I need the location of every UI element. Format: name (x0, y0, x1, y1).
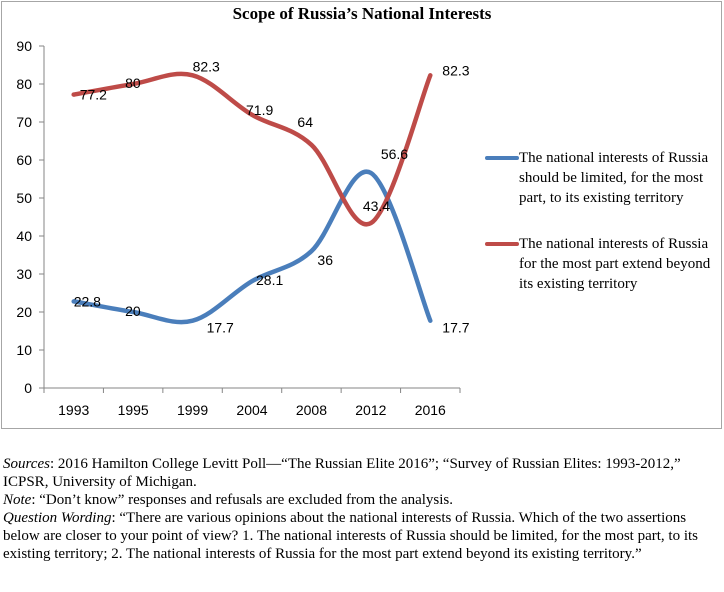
legend-label-extend: The national interests of Russia for the… (519, 236, 711, 292)
y-tick-label: 40 (16, 228, 32, 244)
x-tick-label: 1995 (118, 402, 149, 418)
legend-swatch-limited (485, 156, 519, 160)
chart-frame (1, 1, 722, 429)
data-label-extend: 82.3 (442, 62, 469, 78)
chart-title: Scope of Russia’s National Interests (232, 4, 492, 23)
question-text: : “There are various opinions about the … (3, 510, 699, 562)
sources-note: Sources: 2016 Hamilton College Levitt Po… (3, 455, 719, 491)
axes: 0 10 20 30 40 50 60 70 80 90 1993 1995 1999 2004 2008 2… (16, 38, 461, 418)
note-text: : “Don’t know” responses and refusals ar… (31, 492, 454, 508)
y-tick-label: 70 (16, 114, 32, 130)
analysis-note: Note: “Don’t know” responses and refusal… (3, 491, 719, 509)
series-line-limited (71, 169, 433, 325)
y-tick-label: 80 (16, 76, 32, 92)
x-tick-label: 2008 (296, 402, 327, 418)
series-lines (71, 71, 433, 325)
notes-block: Sources: 2016 Hamilton College Levitt Po… (3, 455, 719, 563)
x-tick-label: 2004 (236, 402, 267, 418)
y-tick-label: 90 (16, 38, 32, 54)
question-wording: Question Wording: “There are various opi… (3, 509, 719, 563)
series-line-extend (71, 71, 433, 227)
x-tick-label: 1993 (58, 402, 89, 418)
x-tick-label: 1999 (177, 402, 208, 418)
data-label-extend: 64 (297, 114, 313, 130)
note-label: Note (3, 492, 32, 508)
y-tick-label: 20 (16, 304, 32, 320)
data-label-limited: 20 (125, 303, 141, 319)
x-tick-label: 2012 (355, 402, 386, 418)
y-tick-label: 10 (16, 342, 32, 358)
data-label-extend: 77.2 (80, 87, 107, 103)
line-chart: 0 10 20 30 40 50 60 70 80 90 1993 1995 1999 2004 2008 2… (16, 38, 470, 418)
x-tick-label: 2016 (415, 402, 446, 418)
data-label-extend: 43.4 (363, 198, 390, 214)
y-tick-label: 0 (24, 380, 32, 396)
sources-text: : 2016 Hamilton College Levitt Poll—“The… (3, 456, 681, 490)
data-label-extend: 80 (125, 75, 141, 91)
data-label-limited: 17.7 (207, 320, 234, 336)
y-tick-label: 50 (16, 190, 32, 206)
data-label-limited: 36 (317, 252, 333, 268)
legend-swatch-extend (485, 242, 519, 246)
sources-label: Sources (3, 456, 50, 472)
data-label-limited: 22.8 (74, 293, 101, 309)
legend-label-limited: The national interests of Russia should … (519, 150, 709, 206)
question-label: Question Wording (3, 510, 112, 526)
data-label-limited: 17.7 (442, 320, 469, 336)
data-label-limited: 56.6 (381, 146, 408, 162)
y-tick-label: 60 (16, 152, 32, 168)
data-label-extend: 82.3 (193, 58, 220, 74)
data-labels: 22.8 20 17.7 28.1 36 56.6 17.7 77.2 80 82.3 71.9 64… (74, 58, 470, 335)
data-label-extend: 71.9 (246, 102, 273, 118)
y-tick-label: 30 (16, 266, 32, 282)
data-label-limited: 28.1 (256, 272, 283, 288)
